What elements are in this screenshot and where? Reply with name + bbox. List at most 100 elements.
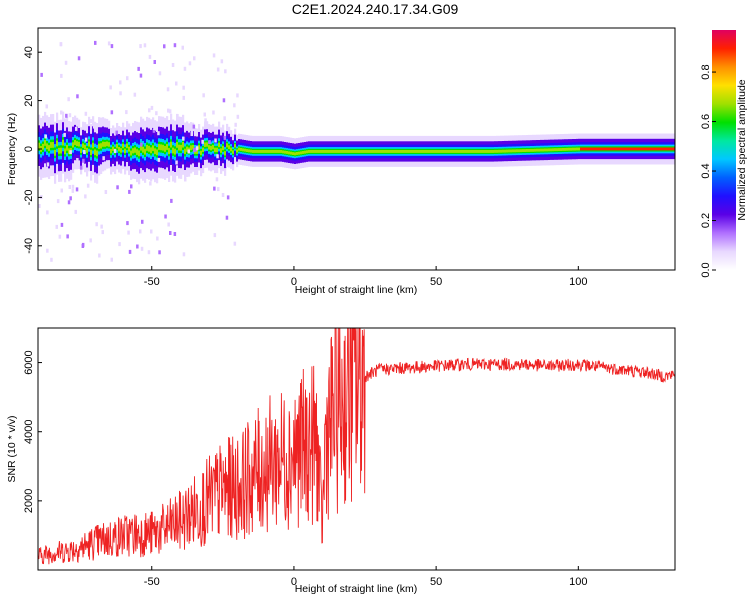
heatmap-cell [130,150,133,156]
heatmap-cell [354,150,357,153]
heatmap-cell [508,149,511,153]
heatmap-cell [262,150,265,153]
heatmap-cell [446,150,449,153]
heatmap-cell [156,149,159,156]
heatmap-cell [466,150,469,153]
heatmap-cell [50,257,53,262]
heatmap-cell [74,209,77,214]
heatmap-cell [55,224,58,229]
heatmap-cell [226,195,230,200]
heatmap-cell [76,141,79,146]
heatmap-cell [202,93,205,98]
heatmap-cell [146,145,149,151]
heatmap-cell [514,149,517,153]
heatmap-cell [334,150,337,153]
heatmap-cell [526,149,529,152]
heatmap-cell [100,143,103,149]
heatmap-cell [140,144,143,151]
colorbar-label: Normalized spectral amplitude [736,79,748,220]
y-tick-label: -40 [23,238,35,254]
heatmap-cell [596,147,599,151]
snr-x-ticks: -50 0 50 100 [144,566,587,588]
heatmap-cell [212,110,215,115]
heatmap-cell [192,124,196,129]
heatmap-cell [474,150,477,153]
heatmap-cell [264,150,267,153]
heatmap-cell [120,148,123,153]
heatmap-cell [552,148,555,152]
heatmap-cell [418,150,421,153]
heatmap-cell [664,147,667,151]
heatmap-cell [218,142,221,148]
heatmap-cell [149,181,152,186]
heatmap-cell [158,144,161,150]
heatmap-cell [450,150,453,153]
heatmap-cell [186,146,189,152]
heatmap-cell [139,44,142,49]
heatmap-cell [518,149,521,153]
heatmap-cell [94,40,97,45]
spectrogram-y-ticks: -40 -20 0 20 40 [23,46,42,254]
heatmap-cell [584,147,587,151]
heatmap-cell [402,150,405,153]
heatmap-cell [215,177,219,182]
heatmap-cell [492,150,495,153]
heatmap-cell [420,150,423,153]
heatmap-cell [572,147,575,151]
heatmap-cell [248,149,251,153]
heatmap-cell [180,144,183,151]
heatmap-cell [150,147,153,154]
heatmap-cell [660,147,663,151]
heatmap-cell [46,162,50,167]
heatmap-cell [344,150,347,153]
heatmap-cell [45,104,48,109]
heatmap-cell [113,149,117,154]
colorbar: 0.0 0.2 0.4 0.6 0.8 Normalized spectral ampl… [700,30,748,278]
heatmap-cell [102,141,105,147]
heatmap-cell [184,177,187,182]
heatmap-cell [352,150,355,153]
heatmap-cell [532,148,535,152]
heatmap-cell [148,54,152,59]
heatmap-cell [254,150,257,153]
heatmap-cell [212,53,216,58]
heatmap-cell [458,150,461,153]
heatmap-cell [570,147,573,151]
heatmap-cell [119,80,122,85]
heatmap-cell [280,150,283,153]
heatmap-cell [482,150,485,153]
heatmap-cell [522,149,525,152]
heatmap-cell [76,94,79,99]
heatmap-cell [71,184,75,189]
heatmap-cell [56,199,60,204]
heatmap-cell [203,112,206,117]
heatmap-cell [182,85,185,90]
heatmap-cell [214,147,217,153]
colorbar-tick-label: 0.0 [700,262,712,277]
heatmap-cell [213,233,217,238]
heatmap-cell [101,230,104,235]
heatmap-cell [226,143,229,148]
heatmap-cell [38,204,41,208]
y-tick-label: 20 [23,94,35,106]
heatmap-cell [216,154,219,159]
heatmap-cell [128,249,132,254]
heatmap-cell [201,139,204,144]
heatmap-cell [642,147,645,151]
heatmap-cell [58,234,62,239]
heatmap-cell [110,257,113,262]
snr-panel: -50 0 50 100 2000 4000 6000 Height of straigh… [6,327,676,595]
heatmap-cell [81,242,85,247]
heatmap-cell [330,150,333,153]
heatmap-cell [233,103,236,108]
heatmap-cell [154,148,157,155]
heatmap-cell [190,145,193,151]
heatmap-cell [94,149,97,156]
heatmap-cell [630,147,633,151]
heatmap-cell [127,230,130,235]
heatmap-cell [494,149,497,153]
heatmap-cell [222,145,225,151]
x-tick-label: 0 [291,576,297,588]
heatmap-cell [60,110,63,115]
heatmap-cell [554,148,557,152]
